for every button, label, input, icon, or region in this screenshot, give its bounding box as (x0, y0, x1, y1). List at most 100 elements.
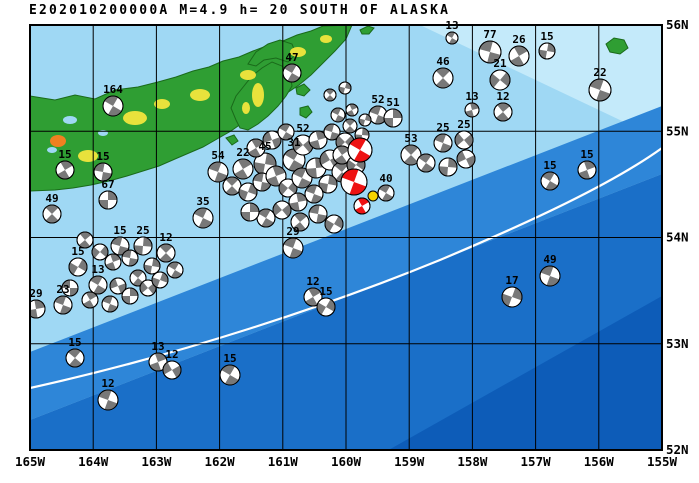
focal-mechanism (478, 40, 502, 64)
depth-label: 25 (457, 118, 470, 131)
focal-mechanism (139, 279, 157, 297)
focal-mechanism (433, 133, 453, 153)
depth-label: 77 (483, 28, 496, 41)
depth-label: 15 (96, 150, 109, 163)
focal-mechanism (133, 236, 153, 256)
lon-tick-label: 162W (205, 454, 236, 469)
lon-tick-label: 155W (647, 454, 678, 469)
focal-mechanism (416, 153, 436, 173)
focal-mechanism (464, 102, 480, 118)
elevation-patch (320, 35, 332, 43)
focal-mechanism (367, 190, 379, 202)
depth-label: 47 (285, 51, 298, 64)
lon-tick-label: 156W (584, 454, 615, 469)
elevation-patch (252, 83, 264, 107)
elevation-patch (190, 89, 210, 101)
focal-mechanism (219, 364, 241, 386)
map-title: E202010200000A M=4.9 h= 20 SOUTH OF ALAS… (29, 3, 451, 18)
focal-mechanism (156, 243, 176, 263)
focal-mechanism (454, 130, 474, 150)
landmass (359, 25, 375, 35)
depth-label: 29 (286, 225, 299, 238)
depth-label: 17 (505, 274, 518, 287)
depth-label: 13 (151, 340, 164, 353)
elevation-patch (242, 102, 250, 114)
elevation-patch (78, 150, 98, 162)
depth-label: 13 (465, 90, 478, 103)
focal-mechanism (332, 145, 352, 165)
map-area (30, 25, 662, 450)
focal-mechanism (91, 243, 109, 261)
lon-tick-label: 159W (394, 454, 425, 469)
focal-mechanism (97, 389, 119, 411)
focal-mechanism (110, 236, 130, 256)
focal-mechanism (588, 78, 612, 102)
focal-mechanism (540, 171, 560, 191)
focal-mechanism (98, 190, 118, 210)
focal-mechanism (308, 204, 328, 224)
depth-label: 29 (29, 287, 42, 300)
lat-tick-label: 54N (666, 230, 689, 245)
elevation-patch (123, 111, 147, 125)
focal-mechanism (438, 157, 458, 177)
focal-mechanism (282, 63, 302, 83)
focal-mechanism (143, 257, 161, 275)
depth-label: 22 (593, 66, 606, 79)
depth-label: 12 (159, 231, 172, 244)
depth-label: 12 (165, 348, 178, 361)
focal-mechanism (151, 271, 169, 289)
landmass (295, 83, 311, 97)
focal-mechanism (345, 103, 359, 117)
elevation-patch (50, 135, 66, 147)
depth-label: 35 (196, 195, 209, 208)
depth-label: 49 (543, 253, 556, 266)
depth-label: 164 (103, 83, 123, 96)
focal-mechanism (347, 137, 373, 163)
focal-mechanism (432, 67, 454, 89)
depth-label: 45 (258, 140, 271, 153)
focal-mechanism (42, 204, 62, 224)
focal-mechanism (166, 261, 184, 279)
depth-label: 46 (436, 55, 450, 68)
focal-mechanism (383, 108, 403, 128)
focal-mechanism (342, 118, 358, 134)
ocean-deepest-band (388, 296, 662, 450)
focal-mechanism (308, 130, 328, 150)
focal-mechanism (278, 178, 298, 198)
focal-mechanism (53, 295, 73, 315)
focal-mechanism (238, 182, 258, 202)
lon-tick-label: 165W (15, 454, 46, 469)
lat-tick-label: 55N (666, 123, 689, 138)
focal-mechanism (353, 197, 371, 215)
focal-mechanism (489, 69, 511, 91)
depth-label: 15 (319, 285, 332, 298)
lon-tick-label: 164W (78, 454, 109, 469)
focal-mechanism (262, 130, 282, 150)
depth-label: 40 (379, 172, 392, 185)
depth-label: 25 (136, 224, 149, 237)
focal-mechanism (232, 158, 254, 180)
focal-mechanism (30, 299, 46, 319)
focal-mechanism (316, 297, 336, 317)
focal-mechanism (93, 162, 113, 182)
depth-label: 15 (71, 245, 84, 258)
focal-mechanism (304, 184, 324, 204)
focal-mechanism (282, 237, 304, 259)
depth-label: 12 (306, 275, 319, 288)
depth-label: 22 (236, 146, 249, 159)
focal-mechanism (501, 286, 523, 308)
focal-mechanism (55, 160, 75, 180)
focal-mechanism (81, 291, 99, 309)
lon-tick-label: 161W (268, 454, 299, 469)
lat-tick-label: 52N (666, 442, 689, 457)
depth-label: 15 (58, 148, 71, 161)
lon-tick-label: 158W (457, 454, 488, 469)
depth-label: 53 (404, 132, 417, 145)
focal-mechanism (121, 287, 139, 305)
lon-tick-label: 160W (331, 454, 362, 469)
focal-mechanism (358, 113, 372, 127)
depth-label: 25 (436, 121, 449, 134)
focal-mechanism (121, 249, 139, 267)
depth-label: 52 (371, 93, 384, 106)
